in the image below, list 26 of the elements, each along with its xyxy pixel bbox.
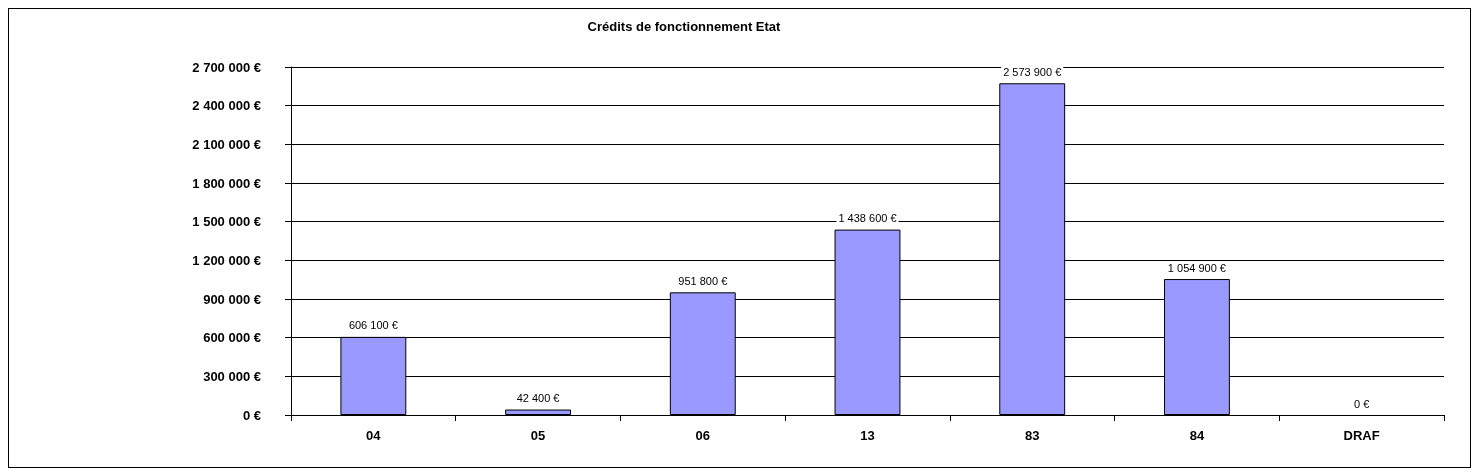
data-label: 1 054 900 € (1167, 261, 1226, 274)
data-label: 951 800 € (678, 274, 728, 287)
y-tick-label: 0 € (242, 407, 261, 423)
x-tick-label: 84 (1189, 428, 1205, 443)
y-tick-label: 1 200 000 € (192, 252, 261, 268)
y-tick-label: 2 400 000 € (192, 98, 261, 114)
x-tick-label: 13 (860, 428, 875, 443)
y-tick-label: 1 800 000 € (192, 175, 261, 191)
y-tick-label: 2 700 000 € (192, 59, 261, 75)
x-tick-label: DRAF (1343, 428, 1380, 443)
y-tick-label: 1 500 000 € (192, 214, 261, 230)
data-label: 0 € (1353, 397, 1370, 410)
x-tick-label: 83 (1024, 428, 1040, 443)
y-tick-label: 300 000 € (203, 368, 261, 384)
data-label: 606 100 € (348, 319, 398, 332)
y-tick-label: 900 000 € (203, 291, 261, 307)
chart-title: Crédits de fonctionnement Etat (587, 19, 782, 34)
bar (505, 409, 572, 415)
y-tick-label: 600 000 € (203, 330, 261, 346)
x-tick-label: 06 (695, 428, 711, 443)
y-tick-label: 2 100 000 € (192, 136, 261, 152)
data-label: 1 438 600 € (838, 212, 897, 225)
data-label: 2 573 900 € (1003, 65, 1062, 78)
x-tick-label: 05 (530, 428, 546, 443)
data-label: 42 400 € (516, 392, 560, 405)
x-tick-label: 04 (366, 428, 382, 443)
